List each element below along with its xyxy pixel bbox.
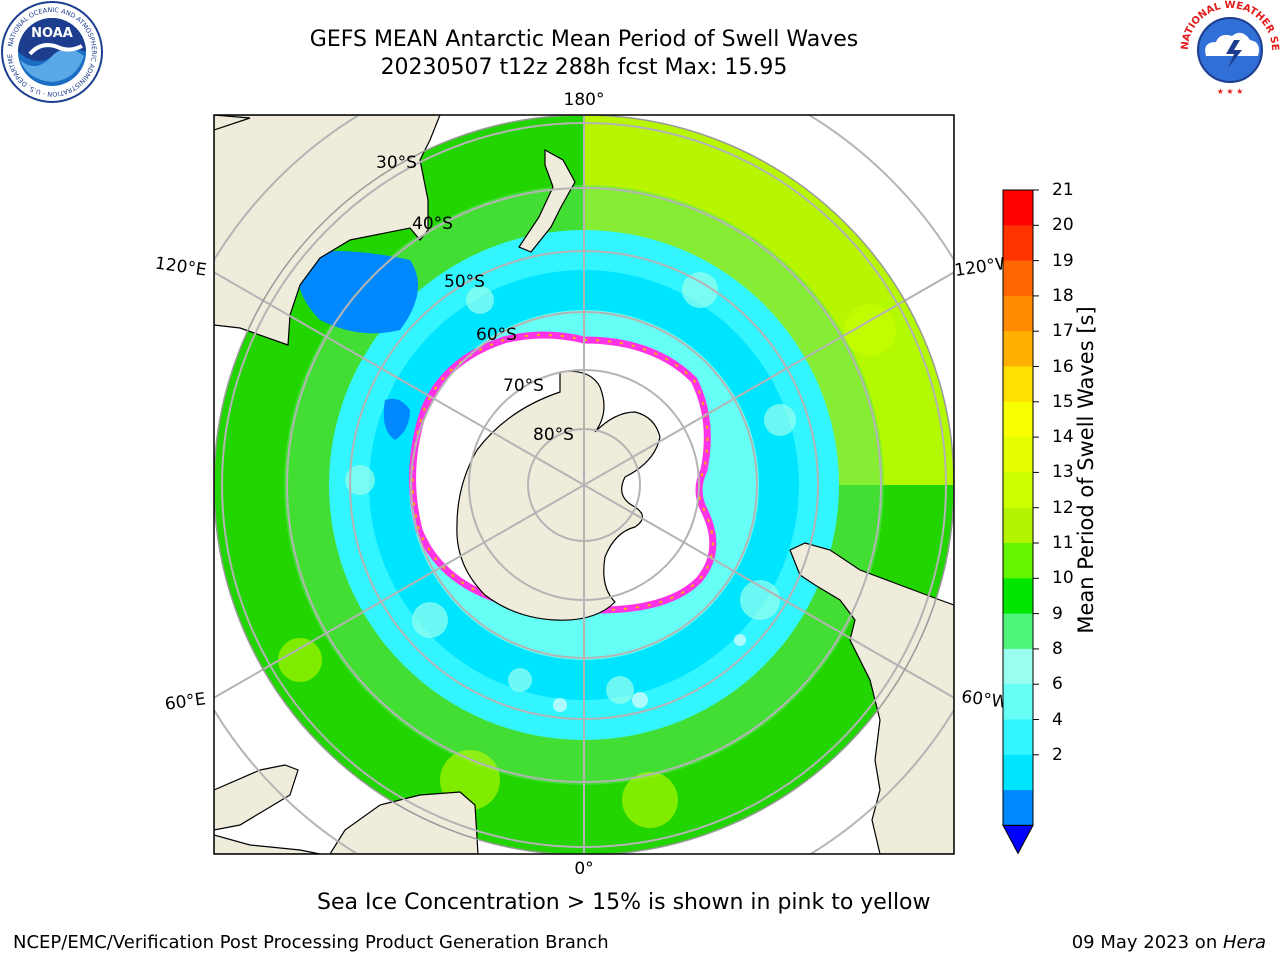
nws-logo: NATIONAL WEATHER SERVICE ★ ★ ★	[1176, 0, 1280, 98]
graticule	[214, 115, 954, 854]
lon-label-60w: 60°W	[960, 687, 1009, 713]
colorbar-segment	[1003, 684, 1033, 720]
map-title: GEFS MEAN Antarctic Mean Period of Swell…	[309, 27, 859, 52]
colorbar-segment	[1003, 331, 1033, 367]
colorbar-segment	[1003, 613, 1033, 650]
colorbar-tick-label: 18	[1052, 285, 1074, 306]
colorbar-tick-label: 9	[1052, 603, 1063, 624]
colorbar-tick-label: 20	[1052, 215, 1074, 236]
lon-label-60e: 60°E	[164, 689, 207, 714]
lon-label-0: 0°	[574, 859, 593, 879]
colorbar-tick-label: 4	[1052, 709, 1063, 730]
colorbar-segment	[1003, 437, 1033, 473]
colorbar-tick-label: 19	[1052, 250, 1074, 271]
colorbar-tick-label: 14	[1052, 427, 1074, 448]
lat-label-50s: 50°S	[444, 272, 485, 292]
colorbar-segment	[1003, 754, 1033, 791]
colorbar-tick-label: 8	[1052, 638, 1063, 659]
colorbar-tick-label: 16	[1052, 356, 1074, 377]
colorbar-segment	[1003, 472, 1033, 509]
colorbar-title: Mean Period of Swell Waves [s]	[1074, 306, 1098, 634]
colorbar-segment	[1003, 295, 1033, 332]
colorbar-tick-label: 2	[1052, 744, 1063, 765]
footer-date: 09 May 2023 on Hera	[1072, 932, 1266, 953]
svg-text:★ ★ ★: ★ ★ ★	[1217, 87, 1244, 96]
footer-date-text: 09 May 2023 on	[1071, 932, 1223, 953]
colorbar-extend-arrow	[1002, 824, 1034, 855]
lat-label-60s: 60°S	[476, 325, 517, 345]
colorbar-segment	[1003, 507, 1033, 544]
colorbar-segment	[1003, 225, 1033, 262]
footer-host: Hera	[1222, 932, 1266, 953]
colorbar-segment	[1003, 543, 1033, 579]
colorbar-tick-label: 6	[1052, 674, 1063, 695]
colorbar-tick-label: 21	[1052, 180, 1074, 200]
colorbar-tick-label: 13	[1052, 462, 1074, 483]
colorbar	[1002, 189, 1039, 855]
map-area	[214, 115, 954, 854]
lon-label-180: 180°	[564, 90, 605, 110]
colorbar-segment	[1003, 260, 1033, 297]
colorbar-tick-label: 10	[1052, 568, 1074, 589]
antarctica	[456, 370, 661, 621]
colorbar-tick-label: 17	[1052, 321, 1074, 342]
colorbar-segment	[1003, 790, 1033, 826]
lat-label-70s: 70°S	[503, 376, 544, 396]
noaa-logo: NATIONAL OCEANIC AND ATMOSPHERIC ADMINIS…	[0, 0, 103, 103]
colorbar-tick-label: 11	[1052, 533, 1074, 553]
lon-label-120e: 120°E	[154, 254, 208, 281]
colorbar-tick-label: 15	[1052, 391, 1074, 412]
footer-credit: NCEP/EMC/Verification Post Processing Pr…	[13, 932, 609, 953]
colorbar-segment	[1003, 401, 1033, 438]
noaa-logo-text: NOAA	[31, 26, 73, 41]
colorbar-segment	[1003, 719, 1033, 756]
colorbar-segment	[1003, 578, 1033, 615]
lat-label-40s: 40°S	[412, 214, 453, 234]
map-frame	[213, 114, 955, 855]
colorbar-tick-label: 12	[1052, 497, 1074, 518]
map-subtitle: 20230507 t12z 288h fcst Max: 15.95	[380, 55, 788, 80]
lat-label-30s: 30°S	[376, 153, 417, 173]
colorbar-segment	[1003, 190, 1033, 226]
sea-ice-caption: Sea Ice Concentration > 15% is shown in …	[317, 890, 931, 915]
colorbar-segment	[1003, 366, 1033, 403]
lat-label-80s: 80°S	[533, 425, 574, 445]
colorbar-segment	[1003, 648, 1033, 685]
